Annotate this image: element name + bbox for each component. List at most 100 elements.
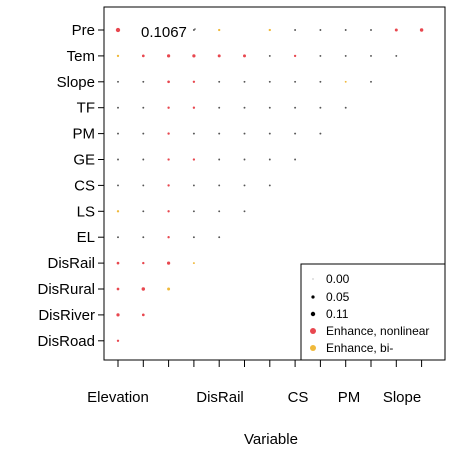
data-point (116, 339, 120, 342)
x-axis: Elevation DisRail CS PM Slope (87, 360, 423, 406)
data-point (243, 184, 246, 187)
data-point (117, 106, 119, 109)
legend-box (300, 263, 446, 361)
data-point (294, 106, 297, 109)
data-point (294, 132, 297, 135)
data-point (243, 80, 246, 83)
data-point (268, 28, 271, 32)
data-point (192, 236, 195, 239)
y-tick-label: DisRiver (38, 307, 95, 324)
data-point (116, 261, 120, 265)
legend-size-marker (310, 311, 316, 317)
data-point (167, 106, 170, 109)
data-point (167, 287, 171, 291)
y-tick-label: PM (73, 126, 96, 143)
y-tick-label: GE (73, 152, 95, 169)
data-point (243, 132, 246, 135)
data-point (167, 210, 170, 213)
y-tick-label: DisRural (37, 281, 95, 298)
data-point (115, 27, 121, 33)
data-point (370, 80, 372, 83)
y-tick-label: LS (77, 203, 95, 220)
data-point (394, 28, 398, 32)
data-point (142, 80, 145, 83)
data-point (218, 158, 221, 161)
data-point (166, 54, 171, 58)
data-point (243, 106, 246, 109)
legend-color-marker (310, 345, 316, 351)
y-tick-label: Tem (67, 48, 95, 65)
x-tick-label: Slope (383, 389, 421, 406)
data-point (142, 210, 145, 213)
value-annotation: 0.1067 (141, 24, 187, 41)
data-point (218, 80, 221, 83)
data-point (167, 132, 170, 135)
y-tick-label: TF (77, 100, 95, 117)
data-point (142, 236, 145, 239)
data-point (167, 184, 170, 187)
legend: 0.00 0.05 0.11 Enhance, nonlinear Enhance, b… (300, 263, 446, 361)
y-tick-label: Slope (57, 74, 95, 91)
data-point (344, 80, 347, 83)
x-tick-label: Elevation (87, 389, 149, 406)
data-point (167, 236, 170, 239)
data-point (268, 54, 271, 57)
data-point (141, 287, 146, 291)
data-point (218, 210, 221, 213)
legend-size-marker (312, 278, 314, 280)
data-point (142, 261, 145, 265)
data-point (268, 132, 271, 135)
data-points (115, 27, 424, 342)
data-point (117, 236, 119, 239)
data-point (142, 158, 145, 161)
data-point (268, 106, 271, 109)
data-point (141, 313, 145, 317)
data-point (116, 54, 120, 58)
legend-color-marker (310, 328, 316, 334)
data-point (117, 80, 119, 83)
x-tick-label: PM (338, 389, 361, 406)
data-point (116, 210, 120, 213)
x-axis-title: Variable (244, 431, 298, 448)
legend-color-label: Enhance, bi- (326, 341, 393, 355)
data-point (319, 54, 322, 57)
data-point (370, 54, 372, 57)
y-tick-label: CS (74, 177, 95, 194)
y-axis: Pre Tem Slope TF PM GE CS LS EL DisRail DisRural Di… (37, 22, 104, 350)
y-tick-label: DisRail (47, 255, 95, 272)
y-tick-label: DisRoad (37, 333, 95, 350)
data-point (192, 80, 196, 83)
data-point (344, 54, 347, 57)
data-point (117, 158, 119, 161)
data-point (218, 132, 221, 135)
x-tick-label: DisRail (196, 389, 244, 406)
data-point (319, 106, 322, 109)
data-point (192, 106, 196, 109)
annotation-point (194, 28, 196, 30)
data-point (192, 158, 196, 161)
data-point (142, 106, 145, 109)
data-point (192, 210, 195, 213)
data-point (319, 29, 322, 31)
y-tick-label: EL (77, 229, 95, 246)
data-point (419, 28, 424, 32)
data-point (218, 236, 221, 239)
legend-size-label: 0.00 (326, 272, 350, 286)
data-point (218, 184, 221, 187)
data-point (192, 132, 195, 135)
data-point (370, 29, 372, 31)
data-point (293, 54, 297, 58)
data-point (344, 29, 347, 31)
data-point (268, 158, 271, 161)
data-point (167, 80, 170, 84)
data-point (294, 158, 297, 161)
data-point (395, 54, 398, 57)
legend-size-label: 0.05 (326, 290, 350, 304)
data-point (294, 29, 297, 31)
data-point (218, 28, 221, 32)
legend-size-marker (311, 295, 315, 299)
data-point (243, 158, 246, 161)
data-point (167, 158, 170, 161)
data-point (116, 287, 120, 291)
